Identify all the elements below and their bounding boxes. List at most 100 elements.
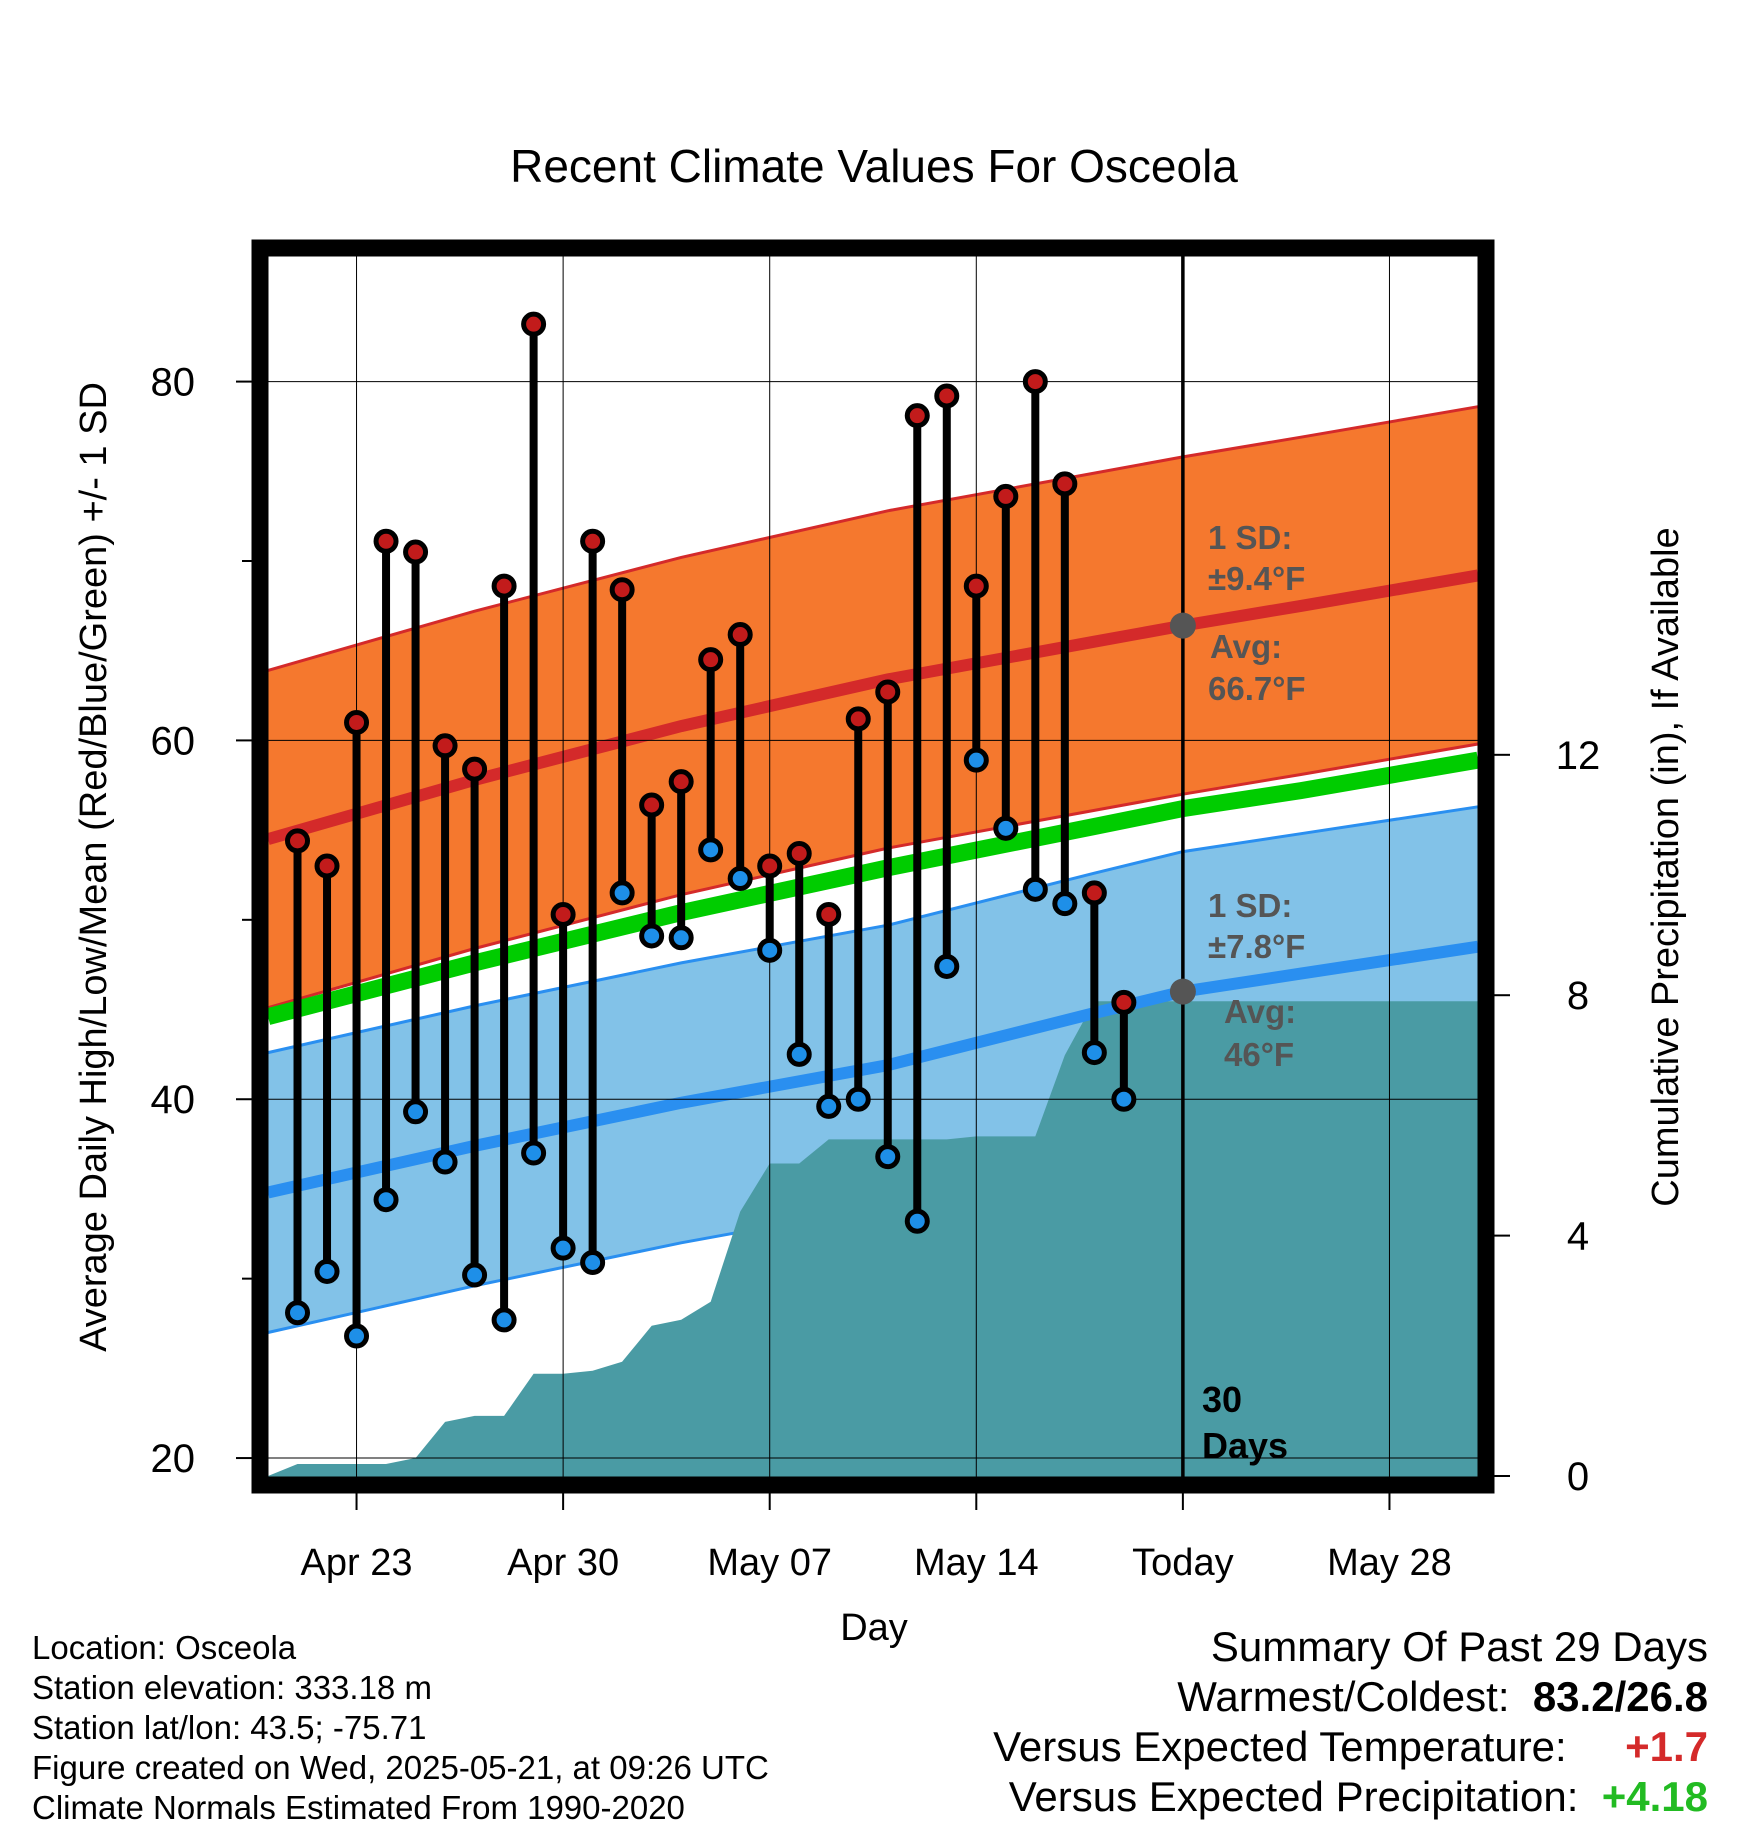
daily-low-point bbox=[580, 1250, 606, 1275]
daily-low-point bbox=[875, 1144, 901, 1170]
daily-high-point bbox=[550, 901, 576, 927]
daily-high-point bbox=[491, 573, 517, 599]
y-tick-label: 80 bbox=[151, 361, 196, 405]
high-sd-label: 1 SD: bbox=[1208, 519, 1292, 556]
daily-low-point bbox=[344, 1323, 370, 1349]
normal-annotations: 1 SD: ±9.4°F Avg: 66.7°F 1 SD: ±7.8°F Av… bbox=[1169, 519, 1306, 1466]
daily-low-point bbox=[786, 1041, 812, 1067]
daily-high-point bbox=[904, 403, 930, 429]
elevation-text: Station elevation: 333.18 m bbox=[32, 1669, 432, 1706]
daily-high-point bbox=[1022, 369, 1048, 395]
summary-temp-row: Versus Expected Temperature: +1.7 bbox=[993, 1722, 1708, 1772]
daily-high-point bbox=[609, 577, 635, 603]
daily-high-point bbox=[816, 901, 842, 927]
days-word-label: Days bbox=[1202, 1425, 1288, 1466]
high-normal-today-marker bbox=[1169, 612, 1196, 639]
location-text: Location: Osceola bbox=[32, 1629, 297, 1666]
daily-high-point bbox=[1081, 880, 1107, 906]
daily-high-point bbox=[639, 792, 665, 818]
high-sd-band bbox=[268, 406, 1478, 1008]
daily-high-point bbox=[432, 733, 458, 759]
created-text: Figure created on Wed, 2025-05-21, at 09… bbox=[32, 1749, 769, 1786]
daily-low-point bbox=[1111, 1086, 1137, 1112]
daily-high-point bbox=[845, 706, 871, 732]
x-tick-label: Apr 23 bbox=[301, 1542, 413, 1584]
low-normal-today-marker bbox=[1169, 978, 1196, 1005]
daily-low-point bbox=[491, 1307, 517, 1333]
low-sd-label: 1 SD: bbox=[1208, 887, 1292, 924]
y-axis-label: Average Daily High/Low/Mean (Red/Blue/Gr… bbox=[73, 382, 115, 1352]
daily-high-point bbox=[344, 709, 370, 735]
daily-high-point bbox=[727, 622, 753, 648]
daily-high-point bbox=[875, 679, 901, 705]
daily-low-point bbox=[904, 1208, 930, 1234]
normal-bands bbox=[265, 405, 1480, 1480]
daily-high-point bbox=[521, 311, 547, 337]
daily-low-point bbox=[934, 953, 960, 979]
daily-low-point bbox=[1052, 891, 1078, 917]
high-avg-value: 66.7°F bbox=[1208, 670, 1306, 707]
latlon-text: Station lat/lon: 43.5; -75.71 bbox=[32, 1709, 427, 1746]
daily-high-point bbox=[757, 853, 783, 879]
daily-temperature-points bbox=[285, 311, 1137, 1349]
daily-high-point bbox=[580, 528, 606, 554]
daily-low-point bbox=[609, 880, 635, 906]
daily-low-point bbox=[314, 1258, 340, 1284]
summary-precip-row: Versus Expected Precipitation: +4.18 bbox=[1009, 1772, 1708, 1822]
warm-cold-label: Warmest/Coldest: bbox=[1177, 1673, 1510, 1720]
x-tick-label: May 07 bbox=[707, 1542, 832, 1584]
x-tick-label: May 28 bbox=[1327, 1542, 1452, 1584]
precipitation-area bbox=[268, 1001, 1478, 1480]
daily-low-point bbox=[432, 1149, 458, 1175]
daily-low-point bbox=[462, 1262, 488, 1288]
daily-low-point bbox=[963, 747, 989, 773]
y-tick-label: 60 bbox=[151, 719, 196, 763]
mean-normal-line bbox=[265, 751, 1480, 1025]
daily-low-point bbox=[845, 1086, 871, 1112]
daily-high-point bbox=[373, 528, 399, 554]
high-sd-upper-line bbox=[267, 405, 1479, 672]
daily-high-point bbox=[786, 840, 812, 866]
normals-text: Climate Normals Estimated From 1990-2020 bbox=[32, 1789, 685, 1826]
high-avg-label: Avg: bbox=[1210, 628, 1282, 665]
x-axis-label: Day bbox=[840, 1607, 908, 1649]
x-tick-label: Apr 30 bbox=[507, 1542, 619, 1584]
daily-high-point bbox=[993, 483, 1019, 509]
summary-warm-cold-row: Warmest/Coldest: 83.2/26.8 bbox=[1177, 1672, 1708, 1722]
plot-frame bbox=[251, 239, 1495, 1494]
high-normal-line bbox=[266, 569, 1480, 845]
warm-cold-value: 83.2/26.8 bbox=[1532, 1673, 1708, 1720]
low-sd-upper-line bbox=[267, 805, 1479, 1055]
y2-tick-label: 8 bbox=[1567, 974, 1589, 1018]
daily-low-point bbox=[285, 1300, 311, 1326]
y-tick-label: 20 bbox=[151, 1437, 196, 1481]
daily-low-point bbox=[1022, 876, 1048, 902]
y2-tick-label: 12 bbox=[1556, 734, 1601, 778]
y-tick-label: 40 bbox=[151, 1078, 196, 1122]
daily-low-point bbox=[550, 1235, 576, 1261]
daily-low-point bbox=[727, 866, 753, 892]
temp-departure-value: +1.7 bbox=[1625, 1723, 1708, 1770]
daily-range-stems bbox=[293, 324, 1128, 1337]
high-sd-lower-line bbox=[267, 742, 1479, 1010]
chart-title: Recent Climate Values For Osceola bbox=[510, 140, 1238, 192]
low-avg-label: Avg: bbox=[1224, 993, 1296, 1030]
daily-high-point bbox=[403, 539, 429, 565]
daily-high-point bbox=[1111, 989, 1137, 1015]
daily-low-point bbox=[373, 1187, 399, 1213]
temp-label: Versus Expected Temperature: bbox=[993, 1723, 1567, 1770]
y2-tick-label: 4 bbox=[1567, 1215, 1589, 1259]
low-normal-line bbox=[266, 940, 1479, 1199]
axes: 20 40 60 80 0 4 8 12 Apr 23 Apr 30 May 07 May 14 Tod… bbox=[151, 361, 1601, 1584]
high-sd-value: ±9.4°F bbox=[1208, 560, 1305, 597]
low-sd-value: ±7.8°F bbox=[1208, 928, 1305, 965]
days-count-label: 30 bbox=[1202, 1379, 1242, 1420]
daily-high-point bbox=[668, 769, 694, 795]
daily-low-point bbox=[521, 1140, 547, 1166]
daily-high-point bbox=[698, 647, 724, 673]
daily-low-point bbox=[698, 837, 724, 863]
daily-high-point bbox=[314, 853, 340, 879]
x-tick-label: May 14 bbox=[914, 1542, 1039, 1584]
precip-label: Versus Expected Precipitation: bbox=[1008, 1773, 1579, 1820]
plot-area: 1 SD: ±9.4°F Avg: 66.7°F 1 SD: ±7.8°F Av… bbox=[251, 239, 1495, 1494]
